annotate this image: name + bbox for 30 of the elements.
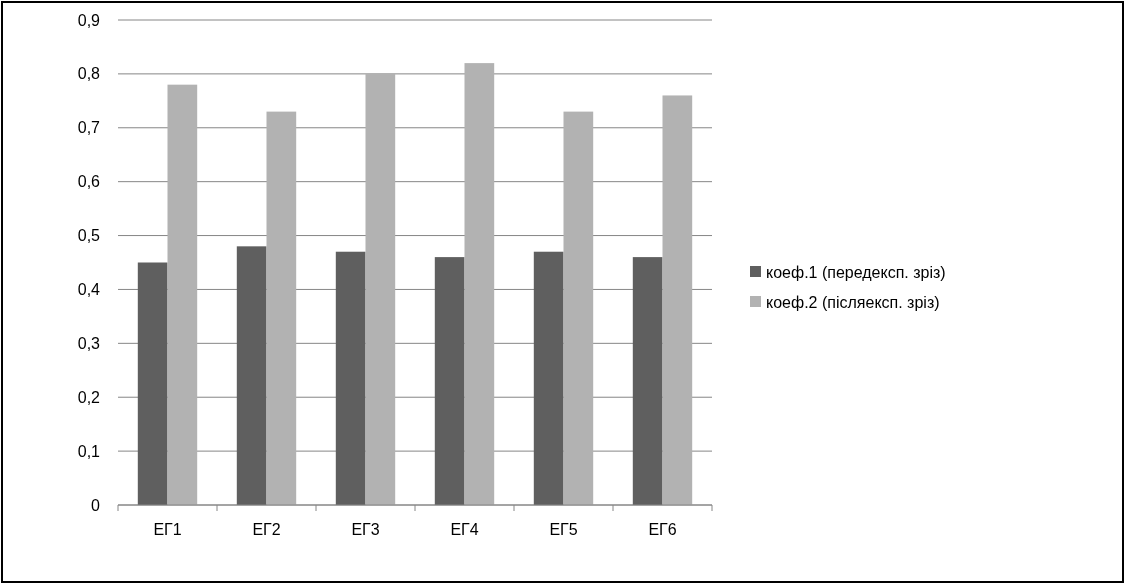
bar	[137, 262, 168, 505]
y-tick-label: 0,3	[77, 334, 101, 352]
x-tick-label: ЕГ5	[549, 521, 578, 538]
y-tick-label: 0,6	[77, 173, 101, 191]
bar	[464, 63, 495, 505]
bar	[365, 73, 396, 505]
y-tick-label: 0,4	[77, 281, 101, 299]
y-tick-label: 0,7	[77, 119, 101, 137]
bar	[434, 257, 465, 505]
legend-label: коеф.2 (післяексп. зріз)	[766, 293, 940, 311]
y-tick-label: 0,5	[77, 227, 101, 245]
y-tick-label: 0,9	[77, 11, 101, 29]
y-tick-label: 0,1	[77, 442, 101, 460]
x-tick-label: ЕГ3	[351, 521, 380, 538]
y-tick-label: 0,8	[77, 65, 101, 83]
bar	[167, 84, 198, 505]
x-tick-label: ЕГ6	[648, 521, 677, 538]
bar	[533, 251, 564, 505]
bar	[236, 246, 267, 505]
y-tick-label: 0,2	[77, 388, 101, 406]
bar	[662, 95, 693, 505]
x-tick-label: ЕГ1	[153, 521, 182, 538]
y-tick-label: 0	[91, 496, 101, 514]
x-tick-label: ЕГ4	[450, 521, 479, 538]
bar	[335, 251, 366, 505]
bar	[632, 257, 663, 505]
x-tick-label: ЕГ2	[252, 521, 281, 538]
bar	[563, 111, 594, 505]
legend-label: коеф.1 (передексп. зріз)	[766, 263, 946, 281]
bar	[266, 111, 297, 505]
